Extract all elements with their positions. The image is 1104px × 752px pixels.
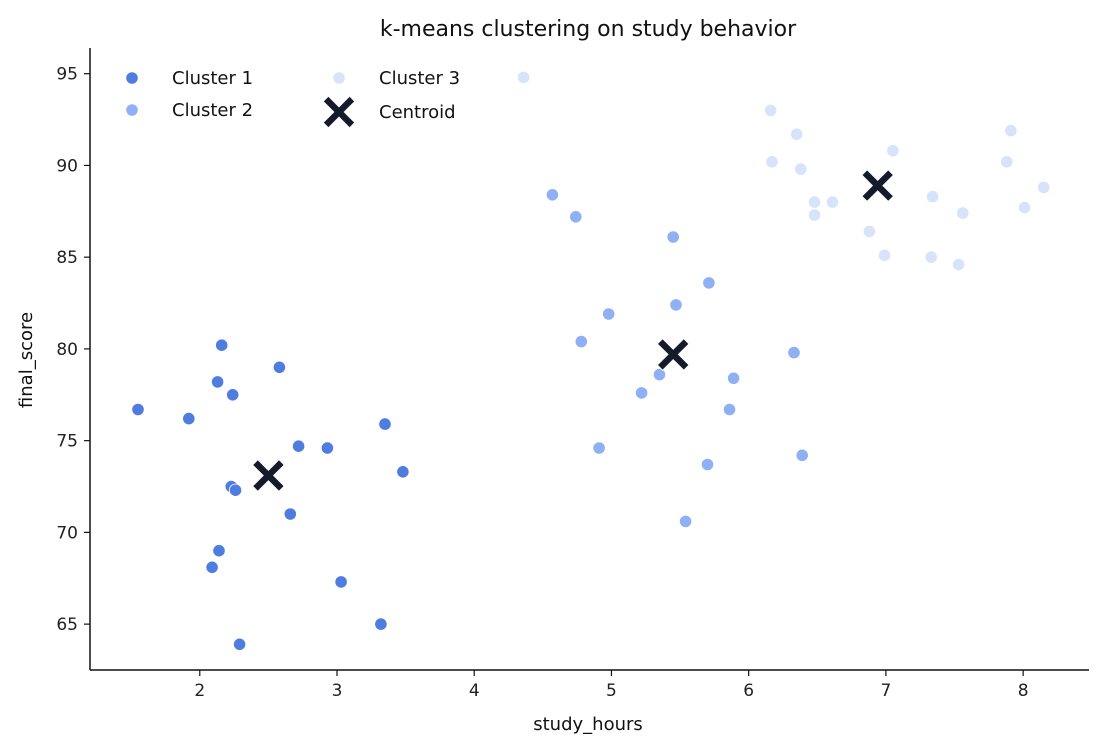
cluster-2-point bbox=[701, 458, 713, 470]
x-axis-label: study_hours bbox=[533, 714, 643, 735]
cluster-2-point bbox=[667, 231, 679, 243]
cluster-2-point bbox=[575, 335, 587, 347]
cluster-3-point bbox=[766, 156, 778, 168]
cluster-2-point bbox=[546, 189, 558, 201]
cluster-1-point bbox=[292, 440, 304, 452]
cluster-3-point bbox=[517, 71, 529, 83]
cluster-2-point bbox=[653, 368, 665, 380]
cluster-3-point bbox=[764, 104, 776, 116]
cluster-2-point bbox=[570, 211, 582, 223]
centroid-marker bbox=[657, 338, 689, 370]
legend-marker-centroid bbox=[323, 96, 355, 128]
legend-marker-cluster-1 bbox=[126, 72, 138, 84]
legend-marker-cluster-2 bbox=[126, 104, 138, 116]
cluster-3-point bbox=[952, 258, 964, 270]
legend-label: Cluster 1 bbox=[172, 68, 253, 89]
y-tick-label: 70 bbox=[56, 523, 78, 543]
cluster-3-point bbox=[887, 145, 899, 157]
y-tick-label: 80 bbox=[56, 340, 78, 360]
x-tick-label: 7 bbox=[880, 681, 891, 701]
cluster-3-point bbox=[878, 249, 890, 261]
cluster-1-point bbox=[335, 576, 347, 588]
x-tick-label: 4 bbox=[469, 681, 480, 701]
cluster-3-point bbox=[1018, 201, 1030, 213]
cluster-1-point bbox=[273, 361, 285, 373]
cluster-1-point bbox=[183, 412, 195, 424]
cluster-1-point bbox=[375, 618, 387, 630]
cluster-1-point bbox=[216, 339, 228, 351]
y-tick-label: 85 bbox=[56, 248, 78, 268]
cluster-2-point bbox=[679, 515, 691, 527]
y-axis-label: final_score bbox=[16, 312, 37, 408]
y-tick-label: 90 bbox=[56, 156, 78, 176]
cluster-3-point bbox=[925, 251, 937, 263]
cluster-1-point bbox=[284, 508, 296, 520]
cluster-3-point bbox=[863, 225, 875, 237]
y-tick-label: 95 bbox=[56, 65, 78, 85]
legend-label: Centroid bbox=[379, 102, 456, 123]
cluster-1-point bbox=[206, 561, 218, 573]
cluster-3-point bbox=[1038, 181, 1050, 193]
cluster-1-point bbox=[211, 376, 223, 388]
cluster-3-point bbox=[791, 128, 803, 140]
cluster-2-point bbox=[727, 372, 739, 384]
x-tick-label: 2 bbox=[194, 681, 205, 701]
legend-label: Cluster 3 bbox=[379, 68, 460, 89]
centroid-marker bbox=[862, 170, 894, 202]
cluster-3-point bbox=[1005, 124, 1017, 136]
cluster-1-point bbox=[229, 484, 241, 496]
cluster-2-point bbox=[635, 387, 647, 399]
cluster-1-point bbox=[397, 466, 409, 478]
cluster-2-point bbox=[788, 346, 800, 358]
x-tick-label: 8 bbox=[1018, 681, 1029, 701]
cluster-2-point bbox=[593, 442, 605, 454]
cluster-2-point bbox=[603, 308, 615, 320]
cluster-2-point bbox=[723, 403, 735, 415]
y-tick-label: 65 bbox=[56, 615, 78, 635]
cluster-1-point bbox=[379, 418, 391, 430]
cluster-1-point bbox=[132, 403, 144, 415]
cluster-1-point bbox=[321, 442, 333, 454]
y-tick-label: 75 bbox=[56, 432, 78, 452]
cluster-2-point bbox=[703, 277, 715, 289]
points-layer bbox=[132, 71, 1050, 650]
cluster-1-point bbox=[227, 389, 239, 401]
legend-label: Cluster 2 bbox=[172, 100, 253, 121]
cluster-3-point bbox=[1001, 156, 1013, 168]
y-ticks: 65 70 75 80 85 90 95 bbox=[56, 65, 90, 635]
cluster-2-point bbox=[670, 299, 682, 311]
cluster-3-point bbox=[926, 190, 938, 202]
x-ticks: 2 3 4 5 6 7 8 bbox=[194, 670, 1028, 701]
cluster-1-point bbox=[233, 638, 245, 650]
x-tick-label: 6 bbox=[743, 681, 754, 701]
cluster-2-point bbox=[796, 449, 808, 461]
cluster-3-point bbox=[795, 163, 807, 175]
x-tick-label: 3 bbox=[332, 681, 343, 701]
cluster-3-point bbox=[808, 209, 820, 221]
cluster-3-point bbox=[808, 196, 820, 208]
centroid-marker bbox=[252, 460, 284, 492]
cluster-1-point bbox=[213, 545, 225, 557]
cluster-3-point bbox=[957, 207, 969, 219]
scatter-chart: k-means clustering on study behavior 2 3 4… bbox=[0, 0, 1104, 752]
chart-title: k-means clustering on study behavior bbox=[380, 17, 797, 42]
x-tick-label: 5 bbox=[606, 681, 617, 701]
legend-marker-cluster-3 bbox=[333, 72, 345, 84]
legend: Cluster 1 Cluster 2 Cluster 3 Centroid bbox=[126, 68, 460, 128]
cluster-3-point bbox=[826, 196, 838, 208]
